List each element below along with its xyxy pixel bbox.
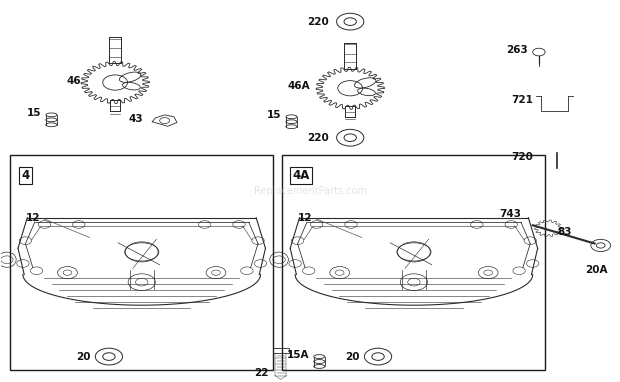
Text: 83: 83 [557,227,572,237]
Bar [10,155,273,370]
Text: 263: 263 [506,45,528,55]
Text: 12: 12 [298,213,312,223]
Text: 220: 220 [307,133,329,143]
Text: 46A: 46A [288,81,310,91]
Text: ReplacementParts.com: ReplacementParts.com [254,186,366,196]
Text: 12: 12 [25,213,40,223]
Text: 20A: 20A [585,265,608,275]
Text: 4: 4 [21,169,30,182]
Bar [282,155,545,370]
Bar [273,348,289,353]
Text: 15A: 15A [287,350,309,360]
Text: 220: 220 [307,17,329,27]
Text: 20: 20 [76,351,91,362]
Text: 22: 22 [254,368,268,378]
Text: 46: 46 [66,76,81,86]
Text: 4A: 4A [292,169,309,182]
Text: 20: 20 [345,351,360,362]
Text: 15: 15 [27,108,42,118]
Text: 721: 721 [511,95,533,105]
Text: 743: 743 [500,209,521,219]
Text: 15: 15 [267,110,281,120]
Text: 720: 720 [511,152,533,162]
Text: 43: 43 [128,114,143,124]
